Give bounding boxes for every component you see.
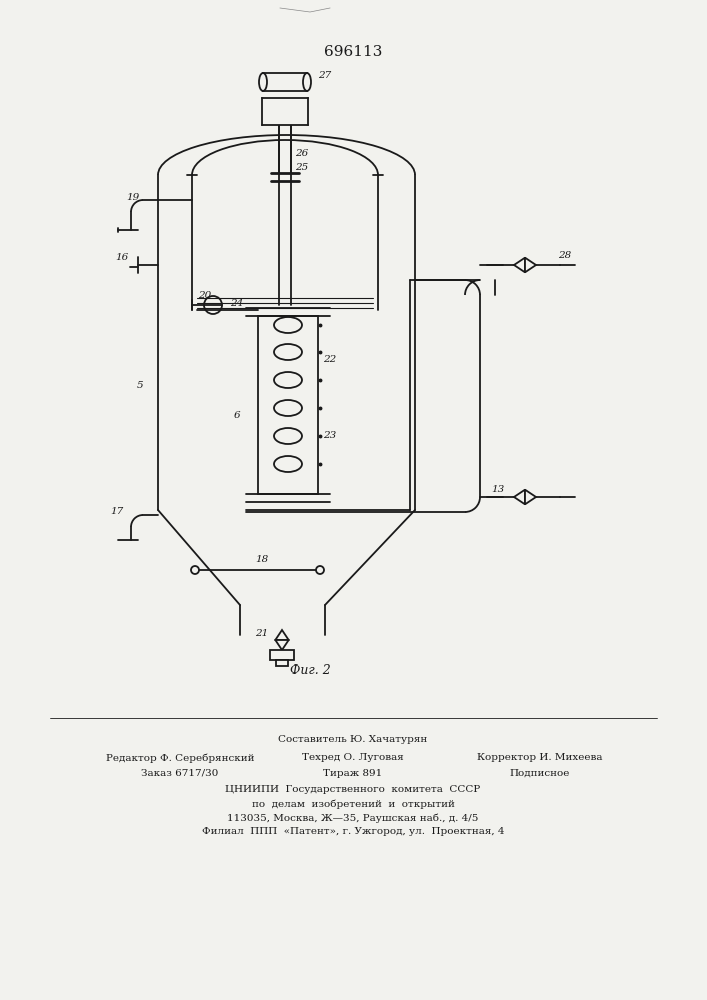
Text: Техред О. Луговая: Техред О. Луговая (302, 754, 404, 762)
Text: по  делам  изобретений  и  открытий: по делам изобретений и открытий (252, 799, 455, 809)
Text: Составитель Ю. Хачатурян: Составитель Ю. Хачатурян (279, 736, 428, 744)
Text: 19: 19 (127, 192, 139, 202)
Text: 6: 6 (234, 410, 240, 420)
Text: Корректор И. Михеева: Корректор И. Михеева (477, 754, 603, 762)
Text: Фиг. 2: Фиг. 2 (290, 664, 330, 676)
Text: 23: 23 (323, 430, 337, 440)
Text: 17: 17 (110, 508, 124, 516)
Bar (263, 73, 307, 91)
Text: 26: 26 (296, 148, 309, 157)
Polygon shape (525, 490, 536, 504)
Text: 13: 13 (491, 486, 505, 494)
Ellipse shape (303, 73, 311, 91)
Polygon shape (525, 258, 536, 272)
Text: 113035, Москва, Ж—35, Раушская наб., д. 4/5: 113035, Москва, Ж—35, Раушская наб., д. … (228, 813, 479, 823)
Bar (270, 650, 294, 660)
Text: Подписное: Подписное (510, 768, 570, 778)
Text: Заказ 6717/30: Заказ 6717/30 (141, 768, 218, 778)
Polygon shape (275, 630, 288, 640)
Text: 16: 16 (115, 253, 129, 262)
Text: 25: 25 (296, 163, 309, 172)
Text: Редактор Ф. Серебрянский: Редактор Ф. Серебрянский (106, 753, 255, 763)
Polygon shape (514, 258, 525, 272)
Circle shape (316, 566, 324, 574)
Text: 24: 24 (230, 298, 244, 308)
Text: 5: 5 (136, 380, 144, 389)
Text: 27: 27 (318, 70, 332, 80)
Polygon shape (514, 490, 525, 504)
Bar (258, 316, 318, 494)
Circle shape (191, 566, 199, 574)
Text: Филиал  ППП  «Патент», г. Ужгород, ул.  Проектная, 4: Филиал ППП «Патент», г. Ужгород, ул. Про… (201, 828, 504, 836)
Text: 20: 20 (199, 290, 211, 300)
Text: ЦНИИПИ  Государственного  комитета  СССР: ЦНИИПИ Государственного комитета СССР (226, 786, 481, 794)
Text: Тираж 891: Тираж 891 (323, 768, 382, 778)
Polygon shape (275, 640, 288, 650)
Bar (262, 98, 308, 125)
Text: 696113: 696113 (324, 45, 382, 59)
Text: 21: 21 (255, 629, 269, 638)
Text: 22: 22 (323, 356, 337, 364)
Text: 18: 18 (255, 556, 269, 564)
Text: 28: 28 (559, 250, 572, 259)
Bar (276, 660, 288, 666)
Ellipse shape (259, 73, 267, 91)
